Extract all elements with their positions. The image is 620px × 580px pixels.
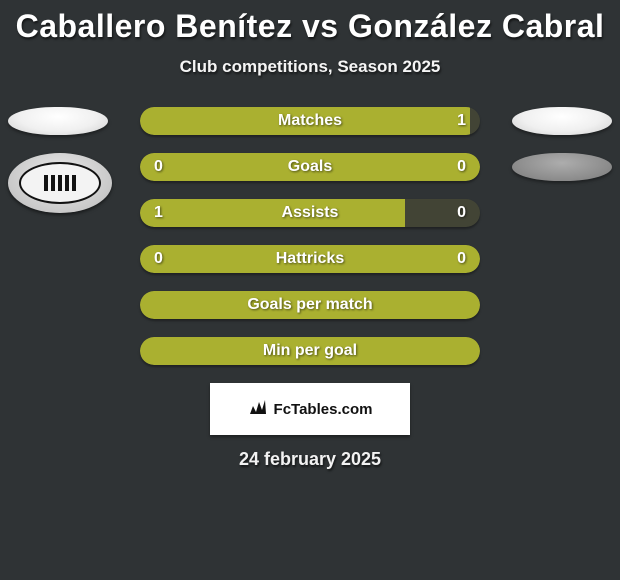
stat-row-hattricks: 0 Hattricks 0: [140, 245, 480, 273]
stat-value-right: 1: [457, 107, 466, 135]
stat-value-right: 0: [457, 245, 466, 273]
footer-date: 24 february 2025: [0, 449, 620, 470]
stat-row-assists: 1 Assists 0: [140, 199, 480, 227]
brand-icon: [248, 398, 268, 421]
club-badge-left: [8, 153, 112, 213]
stat-label: Matches: [140, 107, 480, 135]
stat-row-goals: 0 Goals 0: [140, 153, 480, 181]
player-left-oval: [8, 107, 108, 135]
stat-bars: Matches 1 0 Goals 0 1 Assists 0 0 Hattri…: [140, 107, 480, 365]
stat-label: Goals per match: [140, 291, 480, 319]
brand-plate[interactable]: FcTables.com: [210, 383, 410, 435]
subtitle: Club competitions, Season 2025: [0, 57, 620, 77]
brand-text: FcTables.com: [274, 401, 373, 418]
stat-label: Min per goal: [140, 337, 480, 365]
stat-row-matches: Matches 1: [140, 107, 480, 135]
stat-value-right: 0: [457, 199, 466, 227]
stat-value-right: 0: [457, 153, 466, 181]
stat-label: Assists: [140, 199, 480, 227]
stat-label: Goals: [140, 153, 480, 181]
stat-row-gpm: Goals per match: [140, 291, 480, 319]
stat-label: Hattricks: [140, 245, 480, 273]
player-right-oval-1: [512, 107, 612, 135]
comparison-panel: Matches 1 0 Goals 0 1 Assists 0 0 Hattri…: [0, 107, 620, 470]
page-title: Caballero Benítez vs González Cabral: [0, 0, 620, 45]
player-right-oval-2: [512, 153, 612, 181]
stat-row-mpg: Min per goal: [140, 337, 480, 365]
